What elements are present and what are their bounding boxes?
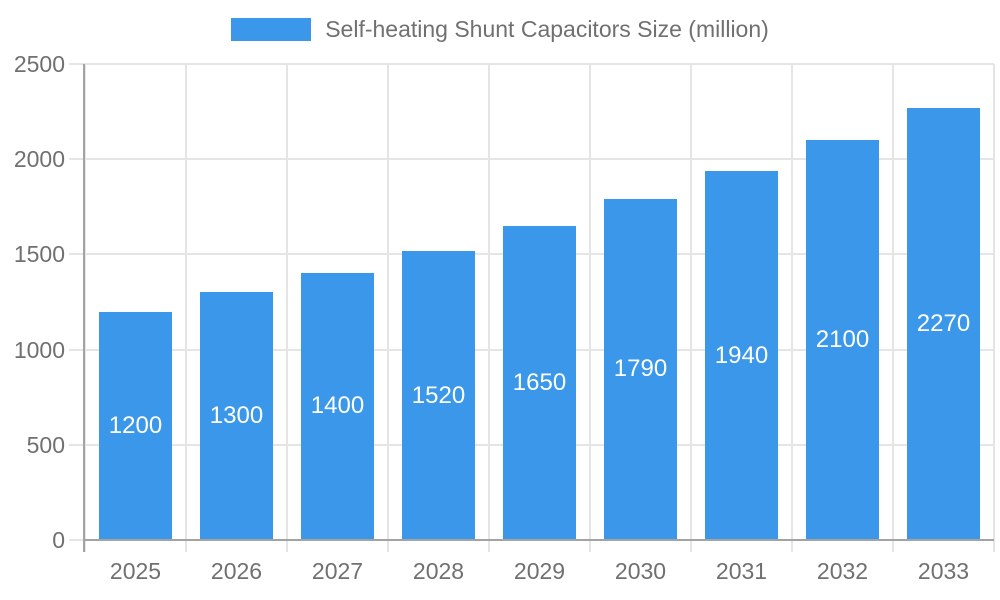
x-tick-label: 2026 (210, 558, 263, 584)
legend-swatch (231, 18, 312, 41)
bar-value-label: 1790 (613, 355, 668, 383)
bar (99, 311, 172, 540)
bar (604, 199, 677, 540)
bar (301, 273, 374, 540)
legend[interactable]: Self-heating Shunt Capacitors Size (mill… (0, 16, 1000, 43)
legend-label: Self-heating Shunt Capacitors Size (mill… (325, 16, 769, 42)
bar-value-label: 1400 (310, 392, 365, 420)
v-gridline (892, 64, 894, 552)
y-tick-label: 1500 (13, 241, 65, 268)
y-tick-label: 2000 (13, 146, 65, 173)
bar (200, 292, 273, 540)
bar (503, 225, 576, 540)
x-tick-label: 2028 (412, 558, 465, 584)
bar-value-label: 1940 (714, 341, 769, 369)
y-axis-line (83, 64, 85, 552)
bar-value-label: 2270 (916, 309, 971, 337)
x-axis-line (83, 539, 994, 541)
x-tick-label: 2029 (513, 558, 566, 584)
v-gridline (993, 64, 995, 552)
bar (705, 170, 778, 540)
x-tick-label: 2032 (816, 558, 869, 584)
bar (402, 250, 475, 540)
x-tick-label: 2033 (917, 558, 970, 584)
v-gridline (185, 64, 187, 552)
v-gridline (589, 64, 591, 552)
v-gridline (488, 64, 490, 552)
bar-value-label: 1200 (108, 411, 163, 439)
v-gridline (286, 64, 288, 552)
bar (907, 107, 980, 540)
bar-value-label: 1650 (512, 368, 567, 396)
y-tick-label: 2500 (13, 51, 65, 77)
bar-value-label: 1300 (209, 402, 264, 430)
v-gridline (387, 64, 389, 552)
bar-value-label: 1520 (411, 381, 466, 409)
y-tick-label: 500 (26, 431, 65, 458)
y-tick-label: 0 (52, 527, 65, 553)
x-tick-label: 2027 (311, 558, 364, 584)
x-tick-label: 2030 (614, 558, 667, 584)
bar-value-label: 2100 (815, 326, 870, 354)
h-gridline (69, 158, 994, 161)
x-tick-label: 2031 (715, 558, 768, 584)
x-tick-label: 2025 (109, 558, 162, 584)
v-gridline (791, 64, 793, 552)
bar (806, 140, 879, 540)
h-gridline (69, 63, 994, 65)
y-tick-label: 1000 (13, 336, 65, 363)
v-gridline (84, 64, 86, 552)
v-gridline (690, 64, 692, 552)
